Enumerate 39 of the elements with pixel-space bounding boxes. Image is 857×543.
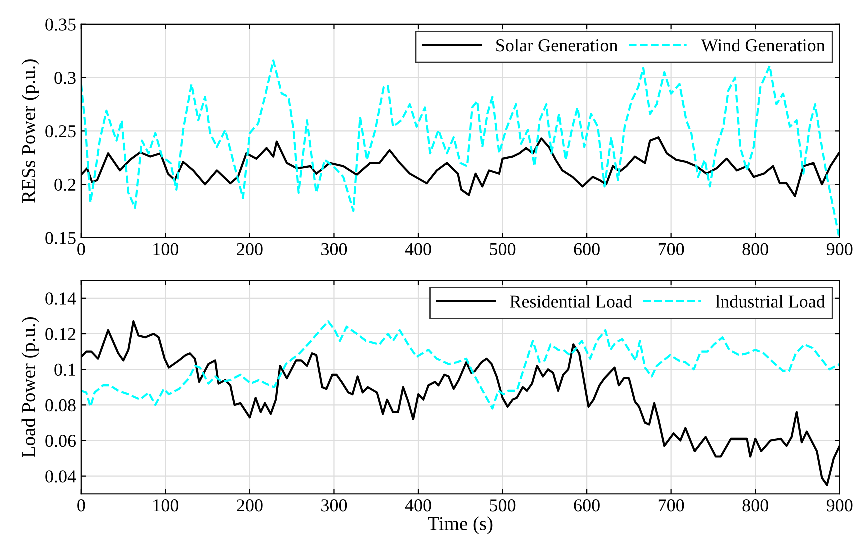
y-tick-label: 0.08 <box>46 399 76 412</box>
x-tick-label: 200 <box>237 243 263 256</box>
line-series <box>81 320 840 410</box>
x-tick-label: 900 <box>826 500 853 512</box>
y-tick-label: 0.3 <box>54 72 76 84</box>
legend-label: Wind Generation <box>701 38 826 52</box>
y-tick-label: 0.06 <box>46 435 76 448</box>
x-tick-label: 0 <box>78 243 86 256</box>
x-tick-label: 400 <box>405 243 432 256</box>
x-tick-label: 800 <box>742 500 768 512</box>
x-tick-label: 200 <box>237 500 263 512</box>
legend-label: Solar Generation <box>496 38 618 52</box>
x-tick-label: 400 <box>405 500 432 512</box>
y-tick-label: 0.15 <box>46 232 76 244</box>
x-tick-label: 800 <box>742 243 768 256</box>
x-tick-label: 600 <box>574 243 600 256</box>
y-tick-label: 0.12 <box>46 328 76 341</box>
x-tick-label: 300 <box>322 500 348 512</box>
x-tick-label: 700 <box>658 500 684 512</box>
y-axis-title: RESs Power (p.u.) <box>22 60 40 203</box>
y-tick-label: 0.25 <box>46 125 76 138</box>
y-tick-label: 0.1 <box>54 364 76 376</box>
x-tick-label: 500 <box>490 500 516 512</box>
y-tick-label: 0.2 <box>54 178 76 192</box>
x-tick-label: 700 <box>658 243 684 256</box>
x-axis-title: Time (s) <box>428 516 493 534</box>
x-tick-label: 600 <box>574 500 600 512</box>
x-tick-label: 500 <box>490 243 516 256</box>
y-tick-label: 0.04 <box>46 470 76 483</box>
x-tick-label: 0 <box>78 500 86 512</box>
x-tick-label: 100 <box>154 500 179 512</box>
y-axis-title: Load Power (p.u.) <box>22 317 40 458</box>
legend-label: Residential Load <box>510 295 632 308</box>
x-tick-label: 900 <box>826 243 853 256</box>
y-tick-label: 0.14 <box>46 292 76 305</box>
legend-label: lndustrial Load <box>716 295 826 308</box>
x-tick-label: 100 <box>154 243 179 256</box>
x-tick-label: 300 <box>322 243 348 256</box>
y-tick-label: 0.35 <box>46 18 76 31</box>
